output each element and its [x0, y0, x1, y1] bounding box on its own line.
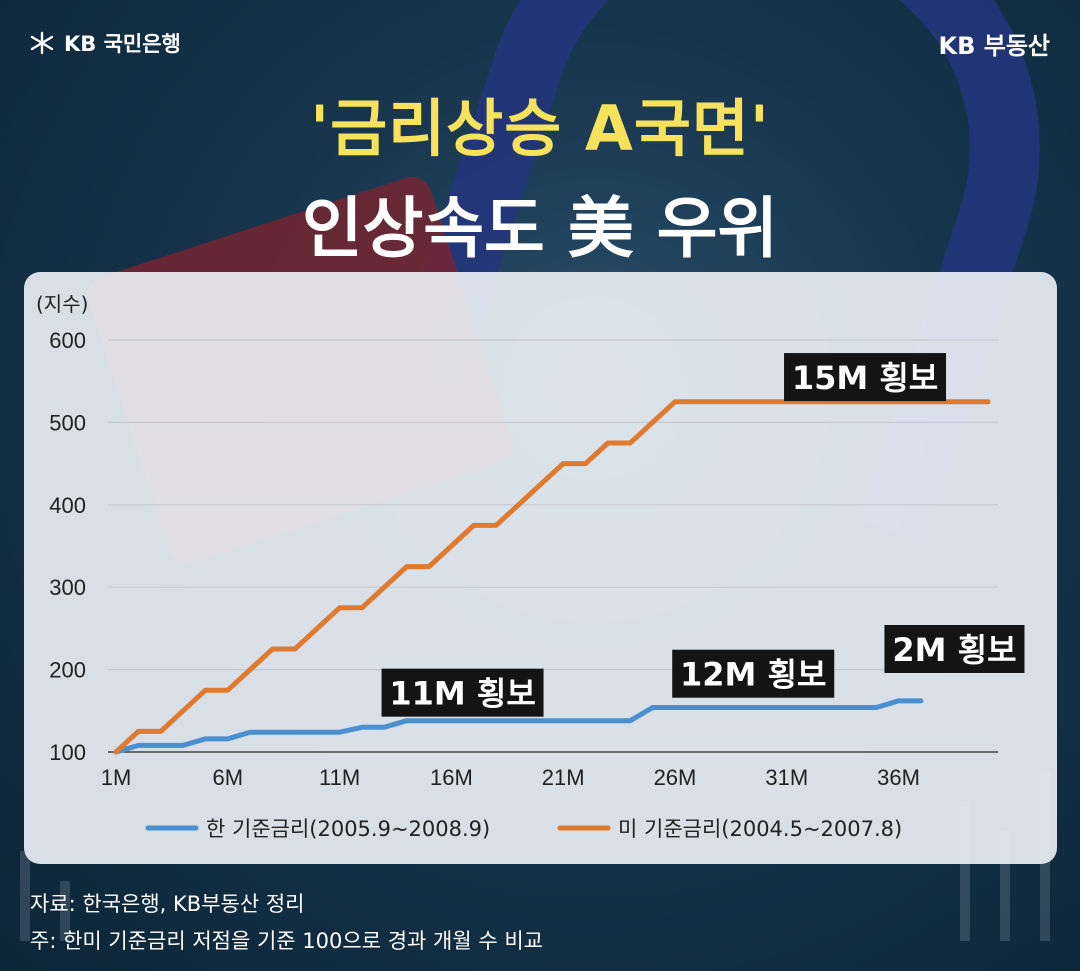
- x-tick-label: 11M: [319, 765, 360, 790]
- bank-name: KB 국민은행: [64, 32, 181, 56]
- x-tick-label: 1M: [101, 765, 132, 790]
- legend-label-korea: 한 기준금리(2005.9~2008.9): [206, 817, 490, 841]
- annotation-label: 15M 횡보: [792, 359, 938, 397]
- korea-rate-line: [113, 698, 924, 755]
- kb-bank-logo: KB 국민은행: [28, 28, 181, 58]
- kb-realestate-logo: KB 부동산: [938, 32, 1051, 60]
- annotation-label: 11M 횡보: [389, 675, 535, 713]
- x-tick-label: 31M: [765, 765, 808, 790]
- annotation-box: [884, 625, 1025, 673]
- y-tick-label: 200: [49, 658, 86, 683]
- headline-yellow: '금리상승 A국면': [310, 92, 770, 165]
- annotation-box: [672, 649, 835, 698]
- y-axis-unit-label: (지수): [36, 292, 89, 316]
- us-rate-line: [113, 399, 991, 755]
- y-tick-label: 100: [49, 740, 86, 765]
- annotation-box: [784, 353, 947, 402]
- y-tick-label: 500: [49, 410, 86, 435]
- x-tick-label: 6M: [213, 765, 244, 790]
- x-tick-label: 26M: [654, 765, 697, 790]
- legend-label-us: 미 기준금리(2004.5~2007.8): [618, 817, 902, 841]
- y-tick-label: 400: [49, 493, 86, 518]
- x-tick-label: 16M: [430, 765, 473, 790]
- x-tick-label: 36M: [877, 765, 920, 790]
- headline-white: 인상속도 美 우위: [301, 190, 779, 267]
- annotation-label: 2M 횡보: [892, 631, 1016, 669]
- annotation-box: [381, 668, 544, 717]
- x-tick-label: 21M: [542, 765, 585, 790]
- y-tick-label: 300: [49, 575, 86, 600]
- kb-star-icon: [30, 31, 54, 55]
- source-note: 자료: 한국은행, KB부동산 정리: [30, 892, 305, 916]
- annotation-label: 12M 횡보: [680, 656, 826, 694]
- y-tick-label: 600: [49, 328, 86, 353]
- footnote: 주: 한미 기준금리 저점을 기준 100으로 경과 개월 수 비교: [30, 929, 543, 953]
